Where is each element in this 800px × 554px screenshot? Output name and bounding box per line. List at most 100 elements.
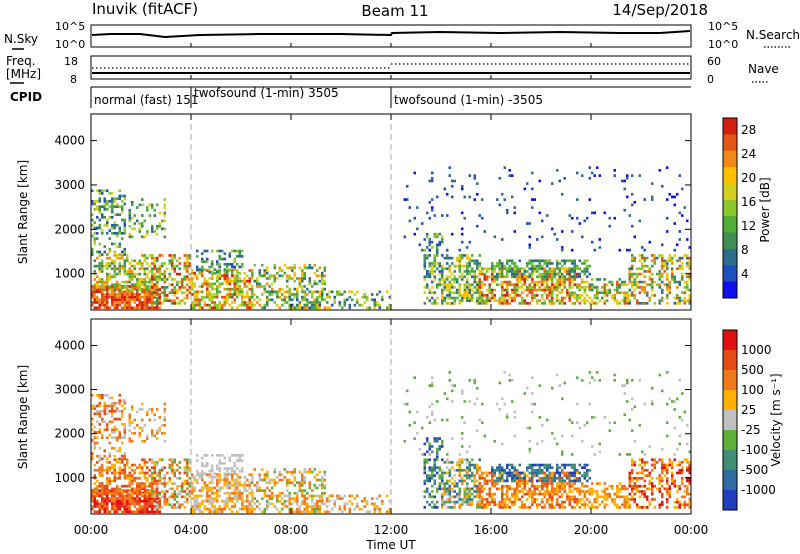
power-echo-cell <box>556 288 559 292</box>
velocity-echo-cell <box>518 482 521 485</box>
velocity-echo-cell <box>593 498 596 501</box>
power-echo-cell <box>438 278 441 281</box>
velocity-echo-cell <box>161 490 164 493</box>
power-echo-cell <box>153 267 156 271</box>
velocity-echo-cell <box>498 487 501 491</box>
velocity-echo-cell <box>208 486 211 490</box>
velocity-echo-cell <box>376 497 379 500</box>
velocity-echo-cell <box>136 507 139 511</box>
power-echo-cell <box>633 200 636 204</box>
power-echo-cell <box>633 294 636 297</box>
power-echo-cell <box>146 280 149 284</box>
velocity-echo-cell <box>488 492 491 496</box>
power-echo-cell <box>201 295 204 299</box>
velocity-echo-cell <box>608 495 611 499</box>
velocity-echo-cell <box>556 498 559 501</box>
power-echo-cell <box>521 296 524 300</box>
velocity-echo-cell <box>483 506 486 509</box>
power-echo-cell <box>166 294 169 297</box>
power-echo-cell <box>128 214 131 217</box>
power-echo-cell <box>313 301 316 304</box>
power-echo-cell <box>426 232 429 236</box>
velocity-echo-cell <box>591 482 594 485</box>
power-echo-cell <box>671 256 674 260</box>
power-echo-cell <box>536 283 539 287</box>
velocity-echo-cell <box>106 476 109 480</box>
power-echo-cell <box>668 288 671 292</box>
velocity-echo-cell <box>521 476 524 480</box>
power-echo-cell <box>338 301 341 304</box>
power-echo-cell <box>508 294 511 297</box>
velocity-echo-cell <box>551 500 554 504</box>
velocity-echo-cell <box>148 484 151 488</box>
power-echo-cell <box>676 243 679 247</box>
power-echo-cell <box>103 286 106 289</box>
velocity-echo-cell <box>313 507 316 511</box>
power-echo-cell <box>578 267 581 271</box>
velocity-echo-cell <box>91 454 94 458</box>
velocity-echo-cell <box>173 474 176 477</box>
power-echo-cell <box>433 270 436 273</box>
power-echo-cell <box>501 275 504 279</box>
power-echo-cell <box>426 211 429 215</box>
power-echo-cell <box>246 285 249 288</box>
power-echo-cell <box>578 294 581 297</box>
velocity-echo-cell <box>493 498 496 501</box>
velocity-echo-cell <box>313 510 316 514</box>
power-echo-cell <box>121 256 124 260</box>
power-echo-cell <box>101 286 104 289</box>
power-echo-cell <box>228 303 231 307</box>
velocity-echo-cell <box>206 507 209 511</box>
power-echo-cell <box>578 259 581 263</box>
velocity-echo-cell <box>91 489 94 492</box>
power-echo-cell <box>143 298 146 302</box>
velocity-echo-cell <box>231 497 234 500</box>
velocity-echo-cell <box>626 495 629 499</box>
power-echo-cell <box>436 243 439 247</box>
velocity-echo-cell <box>273 494 276 498</box>
velocity-echo-cell <box>453 469 456 472</box>
velocity-echo-cell <box>183 500 186 504</box>
power-echo-cell <box>156 286 159 289</box>
power-echo-cell <box>606 291 609 295</box>
velocity-echo-cell <box>433 479 436 483</box>
velocity-echo-cell <box>613 498 616 501</box>
power-echo-cell <box>248 269 251 272</box>
velocity-echo-cell <box>466 495 469 499</box>
velocity-echo-cell <box>98 491 101 495</box>
power-echo-cell <box>318 279 321 283</box>
velocity-echo-cell <box>528 476 531 480</box>
power-echo-cell <box>488 286 491 289</box>
power-echo-cell <box>338 290 341 294</box>
velocity-echo-cell <box>593 500 596 504</box>
velocity-echo-cell <box>138 476 141 480</box>
velocity-echo-cell <box>138 466 141 469</box>
power-echo-cell <box>453 179 456 183</box>
power-echo-cell <box>528 246 531 249</box>
power-echo-cell <box>98 285 101 288</box>
velocity-echo-cell <box>103 394 106 397</box>
velocity-echo-cell <box>151 408 154 411</box>
power-echo-cell <box>96 231 99 235</box>
power-echo-cell <box>501 291 504 295</box>
velocity-echo-cell <box>93 487 96 491</box>
power-echo-cell <box>628 275 631 279</box>
power-echo-cell <box>311 303 314 307</box>
velocity-echo-cell <box>616 495 619 499</box>
power-echo-cell <box>268 293 271 296</box>
power-echo-cell <box>101 264 104 268</box>
velocity-echo-cell <box>133 510 136 514</box>
power-echo-cell <box>363 293 366 296</box>
power-echo-cell <box>458 291 461 295</box>
velocity-echo-cell <box>98 423 101 426</box>
power-echo-cell <box>308 266 311 270</box>
velocity-echo-cell <box>486 479 489 483</box>
power-echo-cell <box>318 306 321 310</box>
power-echo-cell <box>676 280 679 284</box>
velocity-echo-cell <box>523 482 526 485</box>
power-echo-cell <box>188 262 191 265</box>
power-echo-cell <box>101 287 104 291</box>
power-echo-cell <box>106 275 109 279</box>
velocity-echo-cell <box>103 404 106 408</box>
velocity-echo-cell <box>131 479 134 483</box>
